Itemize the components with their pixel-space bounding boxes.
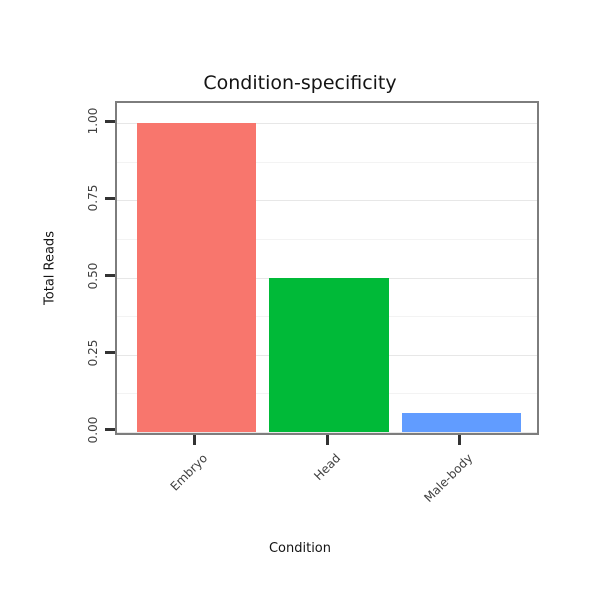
gridline-major	[117, 123, 537, 125]
x-tick-label-text: Embryo	[167, 451, 211, 494]
gridline-minor	[117, 161, 537, 163]
y-tick	[105, 196, 115, 200]
x-tick-label-text: Head	[310, 451, 343, 484]
y-tick	[105, 119, 115, 123]
bar-head	[269, 277, 389, 432]
y-tick	[105, 351, 115, 355]
y-tick	[105, 428, 115, 432]
y-tick-label-text: 0.25	[86, 339, 100, 367]
y-tick-label-text: 0.75	[86, 184, 100, 212]
chart-title: Condition-specificity	[203, 72, 397, 94]
bar-embryo	[136, 123, 257, 432]
y-tick-label-text: 1.00	[86, 107, 100, 135]
x-tick-label-text: Male-body	[421, 451, 476, 506]
bar-male-body	[401, 413, 522, 432]
y-axis-title-text: Total Reads	[42, 231, 58, 305]
gridline-major	[117, 431, 537, 433]
y-tick-label-text: 0.50	[86, 262, 100, 289]
gridline-major	[117, 200, 537, 202]
plot-panel	[115, 101, 539, 435]
x-tick	[458, 435, 461, 445]
y-tick-label-text: 0.00	[86, 416, 100, 444]
gridline-minor	[117, 238, 537, 240]
x-tick	[325, 435, 329, 445]
y-tick	[105, 274, 115, 277]
x-axis-title: Condition	[268, 541, 332, 556]
x-tick	[193, 435, 196, 445]
